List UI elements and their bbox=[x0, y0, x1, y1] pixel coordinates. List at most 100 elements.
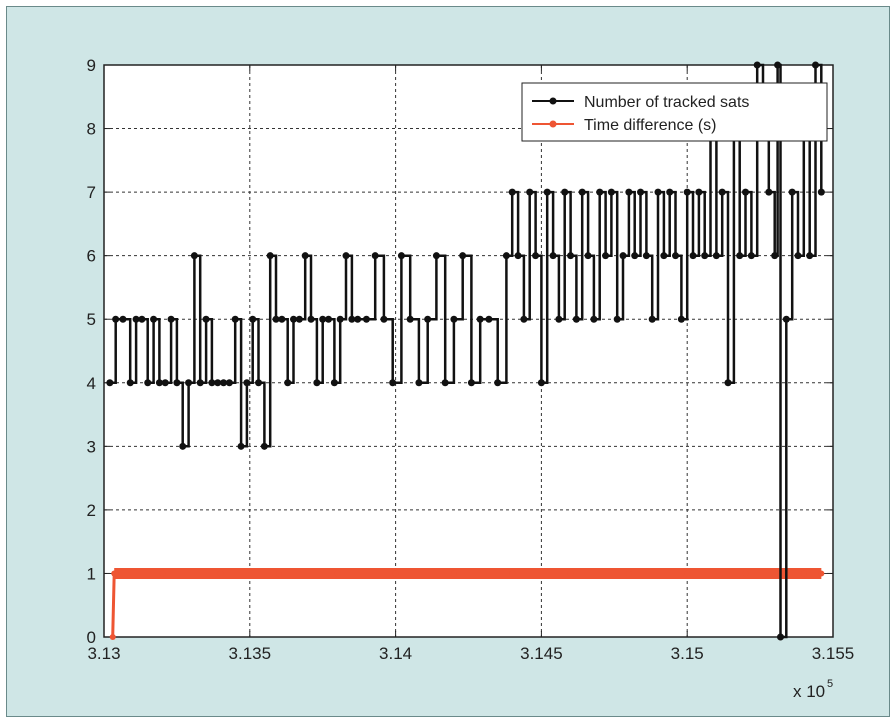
tracked-sats-point bbox=[278, 315, 286, 323]
tracked-sats-point bbox=[774, 61, 782, 69]
x-axis-ticks: 3.13 3.135 3.14 3.145 3.15 3.155 bbox=[87, 65, 854, 663]
tracked-sats-point bbox=[712, 252, 720, 260]
tracked-sats-point bbox=[619, 252, 627, 260]
tracked-sats-point bbox=[625, 188, 633, 196]
legend-label: Number of tracked sats bbox=[584, 94, 749, 111]
tracked-sats-point bbox=[742, 188, 750, 196]
tracked-sats-point bbox=[167, 315, 175, 323]
tracked-sats-point bbox=[290, 315, 298, 323]
tracked-sats-point bbox=[549, 252, 557, 260]
tracked-sats-point bbox=[348, 315, 356, 323]
time-difference-point bbox=[742, 570, 749, 577]
tracked-sats-point bbox=[173, 379, 181, 387]
tracked-sats-point bbox=[307, 315, 315, 323]
tracked-sats-point bbox=[642, 252, 650, 260]
tracked-sats-point bbox=[572, 315, 580, 323]
tracked-sats-point bbox=[260, 442, 268, 450]
tracked-sats-point bbox=[208, 379, 216, 387]
tracked-sats-point bbox=[753, 61, 761, 69]
tracked-sats-point bbox=[817, 188, 825, 196]
series-time-difference bbox=[109, 567, 825, 640]
time-difference-point bbox=[275, 570, 282, 577]
tracked-sats-point bbox=[231, 315, 239, 323]
tracked-sats-point bbox=[508, 188, 516, 196]
tracked-sats-point bbox=[476, 315, 484, 323]
tracked-sats-point bbox=[502, 252, 510, 260]
tracked-sats-point bbox=[389, 379, 397, 387]
time-difference-point bbox=[109, 634, 116, 640]
x-tick-label: 3.15 bbox=[671, 644, 704, 663]
chart-frame: 3.13 3.135 3.14 3.145 3.15 3.155 0 1 2 3 4 5 6 7 8 9 x… bbox=[6, 6, 890, 717]
tracked-sats-point bbox=[788, 188, 796, 196]
tracked-sats-point bbox=[202, 315, 210, 323]
tracked-sats-point bbox=[514, 252, 522, 260]
tracked-sats-point bbox=[126, 379, 134, 387]
tracked-sats-point bbox=[371, 252, 379, 260]
tracked-sats-point bbox=[567, 252, 575, 260]
tracked-sats-point bbox=[132, 315, 140, 323]
x-tick-label: 3.135 bbox=[229, 644, 272, 663]
tracked-sats-point bbox=[561, 188, 569, 196]
tracked-sats-point bbox=[119, 315, 127, 323]
tracked-sats-point bbox=[695, 188, 703, 196]
tracked-sats-point bbox=[185, 379, 193, 387]
time-difference-point bbox=[800, 570, 807, 577]
series-tracked-sats bbox=[106, 61, 825, 641]
tracked-sats-point bbox=[718, 188, 726, 196]
tracked-sats-point bbox=[249, 315, 257, 323]
legend-marker bbox=[549, 120, 557, 128]
tracked-sats-point bbox=[660, 252, 668, 260]
tracked-sats-point bbox=[295, 315, 303, 323]
x-axis-multiplier-exponent: 5 bbox=[827, 678, 833, 690]
tracked-sats-point bbox=[155, 379, 163, 387]
tracked-sats-point bbox=[782, 315, 790, 323]
tracked-sats-point bbox=[330, 379, 338, 387]
tracked-sats-point bbox=[106, 379, 114, 387]
tracked-sats-point bbox=[138, 315, 146, 323]
tracked-sats-point bbox=[677, 315, 685, 323]
tracked-sats-point bbox=[179, 442, 187, 450]
y-tick-label: 7 bbox=[87, 183, 96, 202]
time-difference-point bbox=[684, 570, 691, 577]
tracked-sats-point bbox=[214, 379, 222, 387]
time-difference-point bbox=[112, 570, 119, 577]
chart-plot: 3.13 3.135 3.14 3.145 3.15 3.155 0 1 2 3 4 5 6 7 8 9 x… bbox=[87, 56, 855, 701]
tracked-sats-point bbox=[578, 188, 586, 196]
tracked-sats-point bbox=[150, 315, 158, 323]
tracked-sats-point bbox=[654, 188, 662, 196]
time-difference-point bbox=[159, 570, 166, 577]
tracked-sats-point bbox=[325, 315, 333, 323]
y-tick-label: 9 bbox=[87, 56, 96, 75]
tracked-sats-point bbox=[689, 252, 697, 260]
tracked-sats-point bbox=[266, 252, 274, 260]
tracked-sats-point bbox=[747, 252, 755, 260]
tracked-sats-point bbox=[272, 315, 280, 323]
tracked-sats-point bbox=[406, 315, 414, 323]
legend: Number of tracked sats Time difference (s… bbox=[521, 82, 828, 142]
tracked-sats-point bbox=[336, 315, 344, 323]
tracked-sats-point bbox=[424, 315, 432, 323]
time-difference-point bbox=[450, 570, 457, 577]
y-tick-label: 3 bbox=[87, 437, 96, 456]
y-tick-label: 6 bbox=[87, 247, 96, 266]
tracked-sats-point bbox=[794, 252, 802, 260]
time-difference-point bbox=[818, 570, 825, 577]
tracked-sats-point bbox=[724, 379, 732, 387]
tracked-sats-point bbox=[397, 252, 405, 260]
tracked-sats-point bbox=[637, 188, 645, 196]
legend-marker bbox=[549, 97, 557, 105]
tracked-sats-point bbox=[526, 188, 534, 196]
legend-item: Time difference (s) bbox=[532, 117, 716, 134]
legend-box bbox=[521, 82, 828, 142]
tracked-sats-point bbox=[485, 315, 493, 323]
tracked-sats-point bbox=[543, 188, 551, 196]
tracked-sats-point bbox=[467, 379, 475, 387]
time-difference-point bbox=[334, 570, 341, 577]
tracked-sats-point bbox=[602, 252, 610, 260]
tracked-sats-point bbox=[812, 61, 820, 69]
tracked-sats-point bbox=[520, 315, 528, 323]
tracked-sats-point bbox=[144, 379, 152, 387]
tracked-sats-point bbox=[631, 252, 639, 260]
tracked-sats-point bbox=[243, 379, 251, 387]
tracked-sats-point bbox=[596, 188, 604, 196]
